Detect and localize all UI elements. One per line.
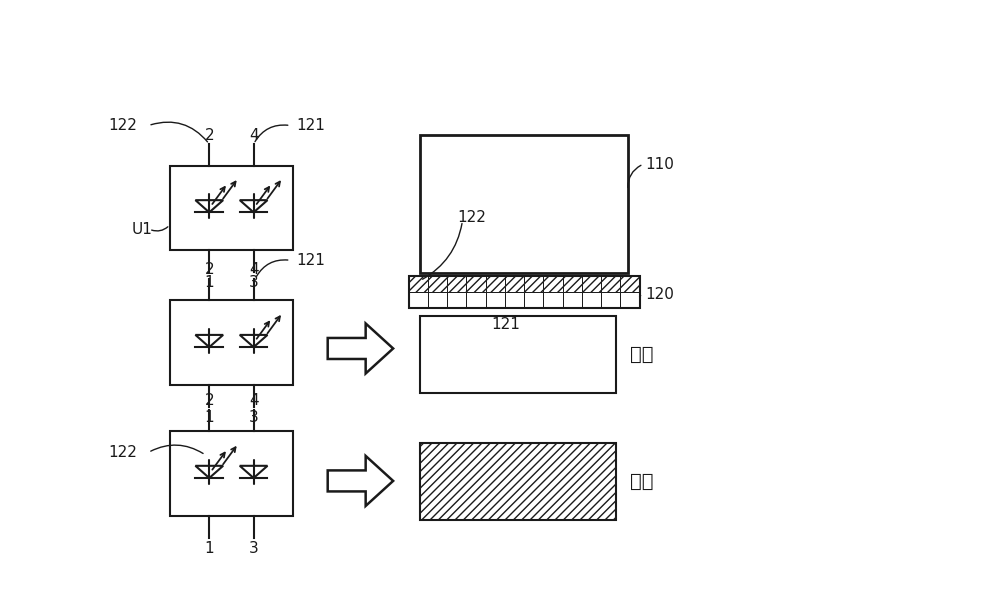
- Text: 1: 1: [204, 275, 214, 290]
- Bar: [563, 292, 582, 308]
- Text: 4: 4: [249, 127, 258, 143]
- Text: 122: 122: [457, 210, 486, 226]
- Text: 3: 3: [249, 410, 259, 425]
- Bar: [524, 292, 543, 308]
- Text: 2: 2: [204, 262, 214, 278]
- Bar: [170, 431, 293, 516]
- Bar: [563, 276, 582, 292]
- Text: 110: 110: [645, 157, 674, 171]
- Text: 121: 121: [491, 317, 520, 332]
- Bar: [447, 292, 466, 308]
- Text: 1: 1: [204, 410, 214, 425]
- Bar: [447, 276, 466, 292]
- Text: 2: 2: [204, 393, 214, 408]
- Text: 3: 3: [249, 275, 259, 290]
- Bar: [428, 292, 447, 308]
- Bar: [601, 292, 620, 308]
- Bar: [409, 276, 428, 292]
- Polygon shape: [328, 323, 393, 373]
- Bar: [420, 443, 616, 520]
- Bar: [543, 276, 563, 292]
- Text: 高亮: 高亮: [630, 345, 654, 364]
- Bar: [170, 300, 293, 385]
- Text: 1: 1: [204, 540, 214, 556]
- Bar: [170, 165, 293, 250]
- Text: 122: 122: [109, 445, 138, 460]
- Bar: [466, 292, 486, 308]
- Bar: [543, 292, 563, 308]
- Bar: [505, 292, 524, 308]
- Text: 122: 122: [109, 118, 138, 133]
- Bar: [486, 292, 505, 308]
- Bar: [620, 276, 640, 292]
- Bar: [466, 276, 486, 292]
- Text: 3: 3: [249, 540, 259, 556]
- Text: 120: 120: [645, 287, 674, 303]
- Text: U1: U1: [131, 221, 152, 237]
- Polygon shape: [328, 456, 393, 506]
- Bar: [409, 276, 640, 308]
- Text: 4: 4: [249, 393, 258, 408]
- Text: 正常: 正常: [630, 472, 654, 491]
- Bar: [524, 276, 543, 292]
- Bar: [582, 276, 601, 292]
- Bar: [620, 292, 640, 308]
- Bar: [582, 292, 601, 308]
- Bar: [428, 276, 447, 292]
- Bar: [601, 276, 620, 292]
- Text: 121: 121: [296, 253, 325, 268]
- Bar: [420, 316, 616, 393]
- Bar: [409, 292, 428, 308]
- Bar: [505, 276, 524, 292]
- Bar: [420, 135, 628, 273]
- Bar: [486, 276, 505, 292]
- Text: 121: 121: [296, 118, 325, 133]
- Text: 4: 4: [249, 262, 258, 278]
- Text: 2: 2: [204, 127, 214, 143]
